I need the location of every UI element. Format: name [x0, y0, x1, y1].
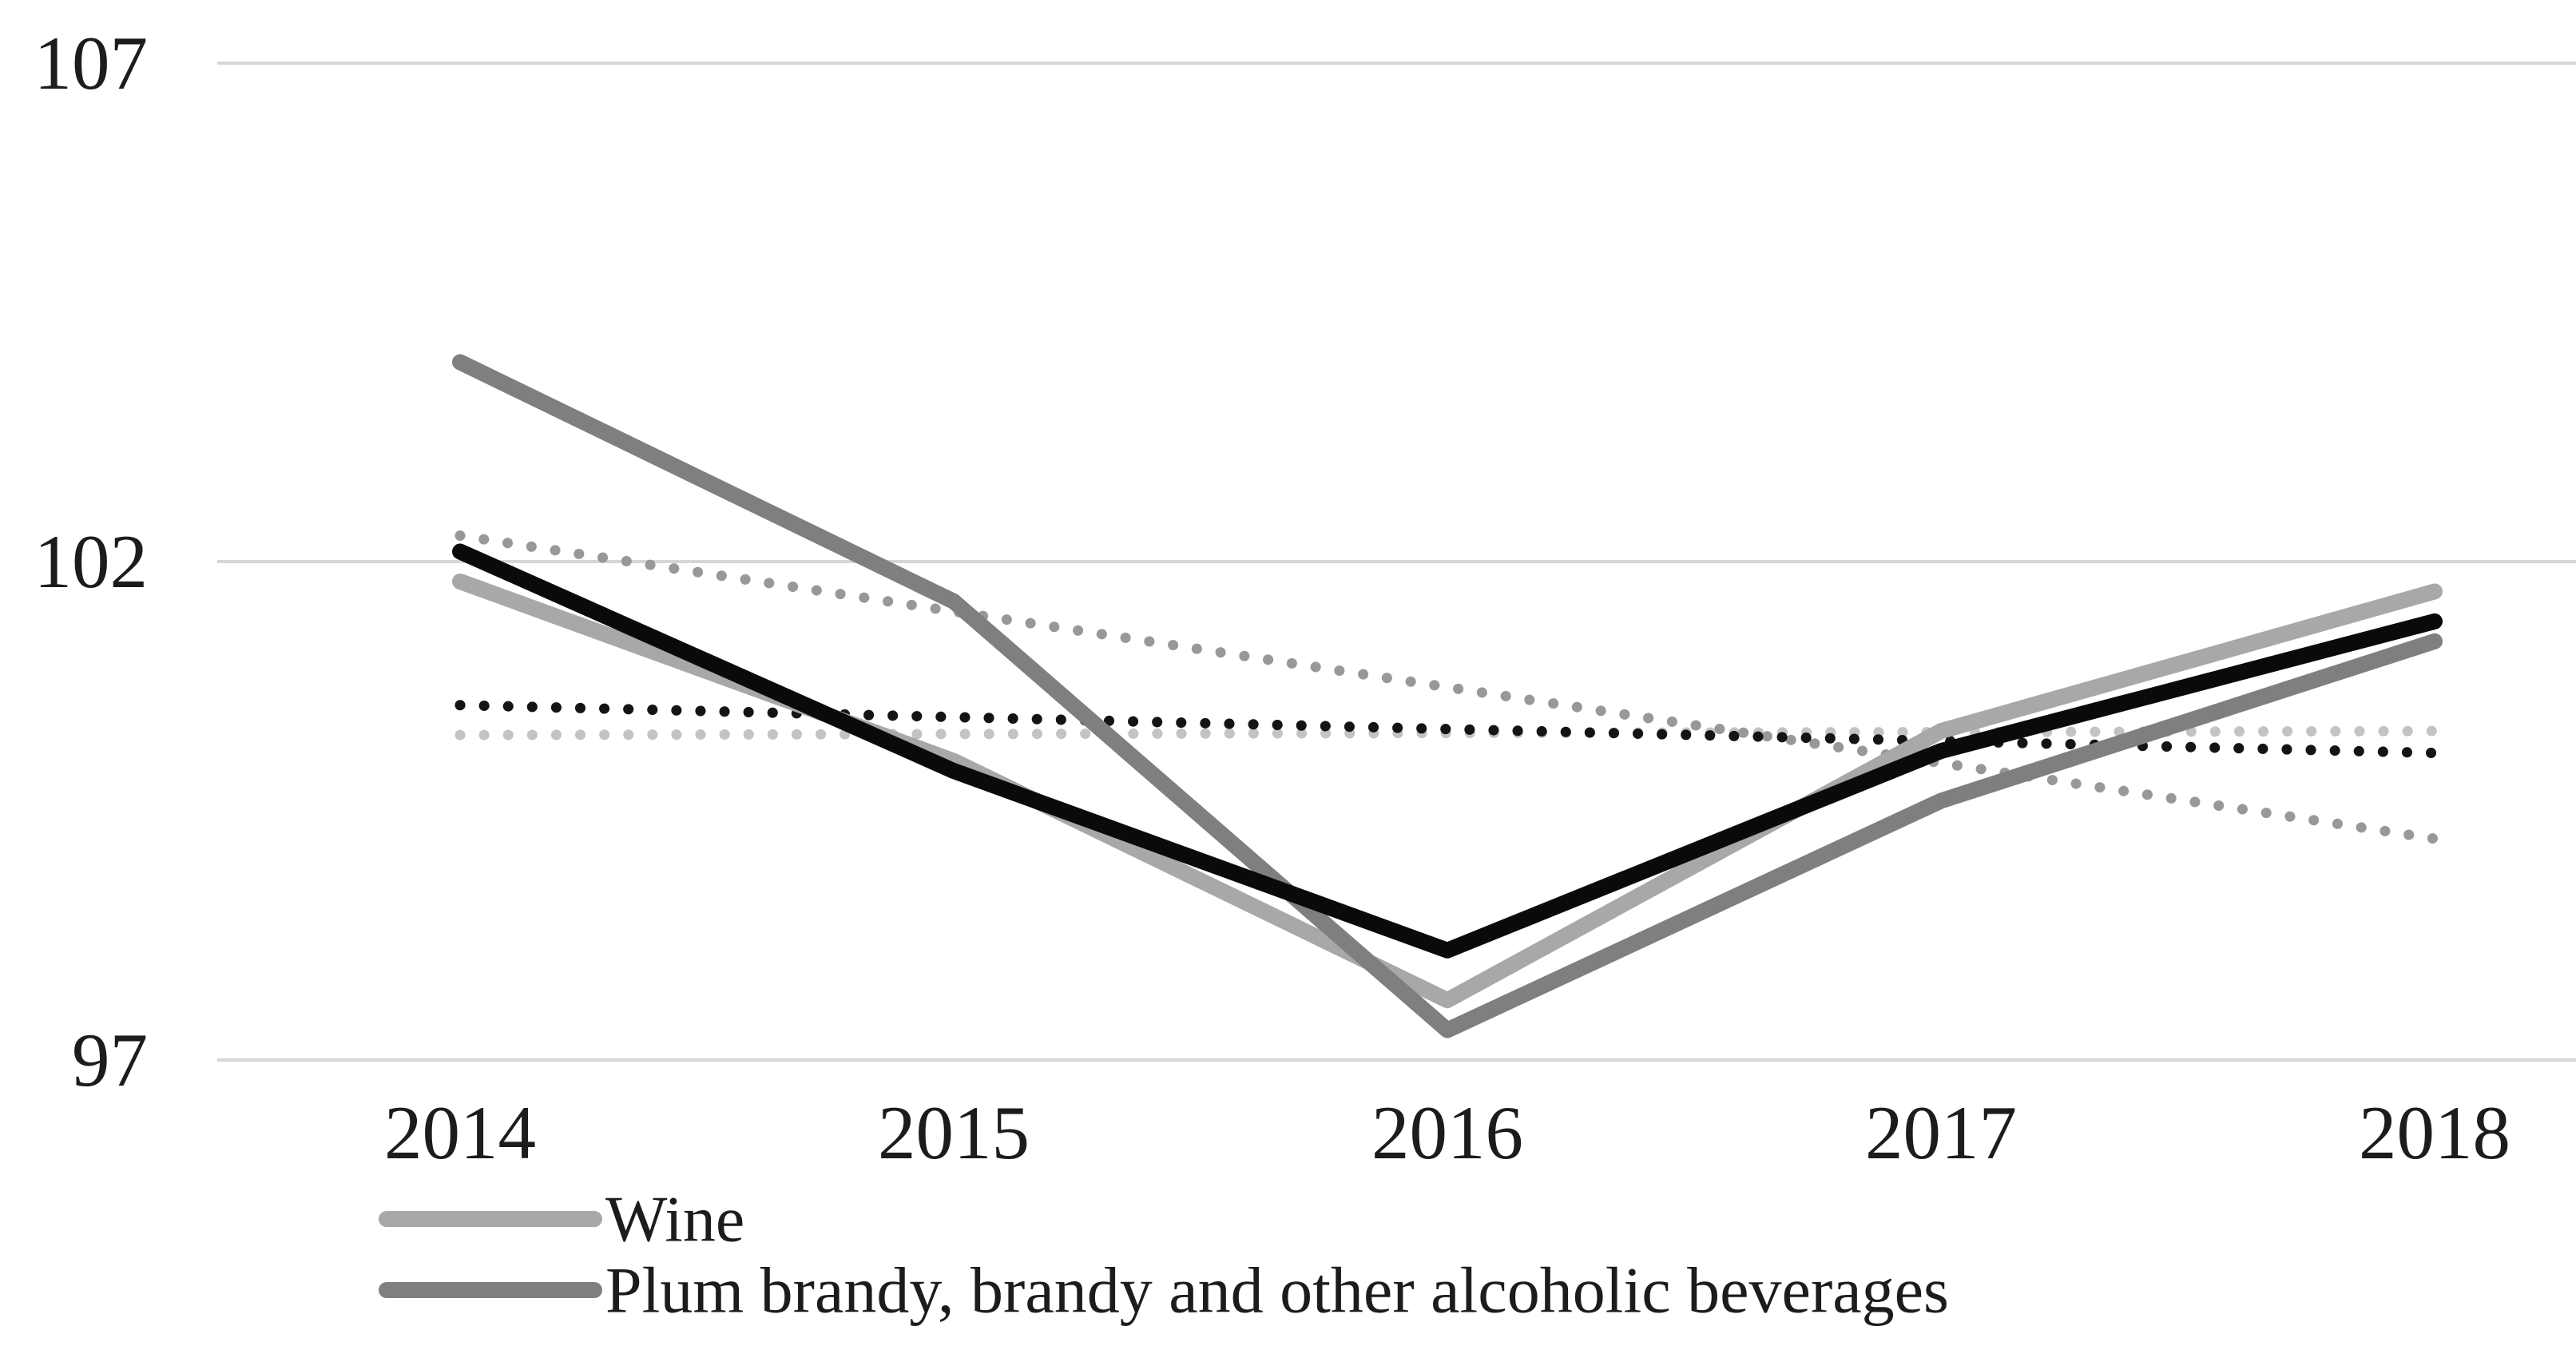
- legend-item-wine: Wine: [379, 1183, 744, 1256]
- legend-label: Wine: [605, 1183, 744, 1256]
- x-tick-label-2018: 2018: [2359, 1090, 2511, 1175]
- x-tick-label-2017: 2017: [1865, 1090, 2017, 1175]
- x-tick-label-2014: 2014: [384, 1090, 536, 1175]
- series-line-black: [452, 543, 2443, 959]
- series-line-wine: [452, 573, 2443, 1009]
- y-axis-tick-labels: 107 102 97: [34, 21, 149, 1102]
- x-tick-label-2015: 2015: [878, 1090, 1030, 1175]
- series-line-plum-brandy: [452, 354, 2443, 1038]
- trendlines: [454, 530, 2440, 844]
- trendline-plum-brandy: [454, 530, 2440, 844]
- x-tick-label-2016: 2016: [1371, 1090, 1523, 1175]
- trendline-black: [454, 700, 2440, 759]
- gridlines: [217, 62, 2576, 1062]
- y-tick-label-97: 97: [72, 1018, 148, 1102]
- legend-label: Plum brandy, brandy and other alcoholic …: [605, 1254, 1949, 1327]
- y-tick-label-107: 107: [34, 21, 149, 105]
- y-tick-label-102: 102: [34, 519, 149, 604]
- x-axis-tick-labels: 2014 2015 2016 2017 2018: [384, 1090, 2511, 1175]
- series-lines: [452, 354, 2443, 1038]
- legend-item-plum-brandy: Plum brandy, brandy and other alcoholic …: [379, 1254, 1949, 1327]
